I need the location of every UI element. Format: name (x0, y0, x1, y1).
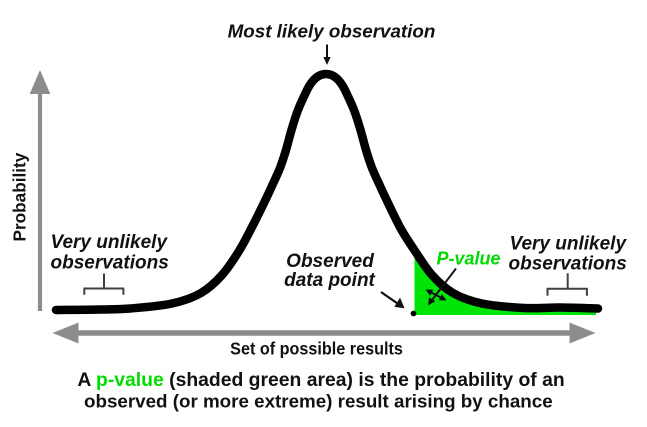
svg-text:observations: observations (509, 254, 627, 275)
svg-text:observations: observations (51, 252, 169, 273)
svg-text:Very unlikely: Very unlikely (510, 234, 628, 255)
svg-text:A p-value (shaded green area): A p-value (shaded green area) is the pro… (77, 369, 564, 391)
svg-text:Observed: Observed (286, 251, 374, 272)
svg-text:Most likely observation: Most likely observation (228, 21, 436, 42)
svg-text:data point: data point (284, 270, 375, 291)
svg-text:P-value: P-value (437, 249, 501, 269)
svg-text:observed (or more extreme) res: observed (or more extreme) result arisin… (84, 390, 553, 411)
svg-text:Probability: Probability (9, 152, 29, 241)
svg-text:Very unlikely: Very unlikely (51, 232, 169, 253)
svg-text:Set of possible results: Set of possible results (230, 339, 403, 359)
